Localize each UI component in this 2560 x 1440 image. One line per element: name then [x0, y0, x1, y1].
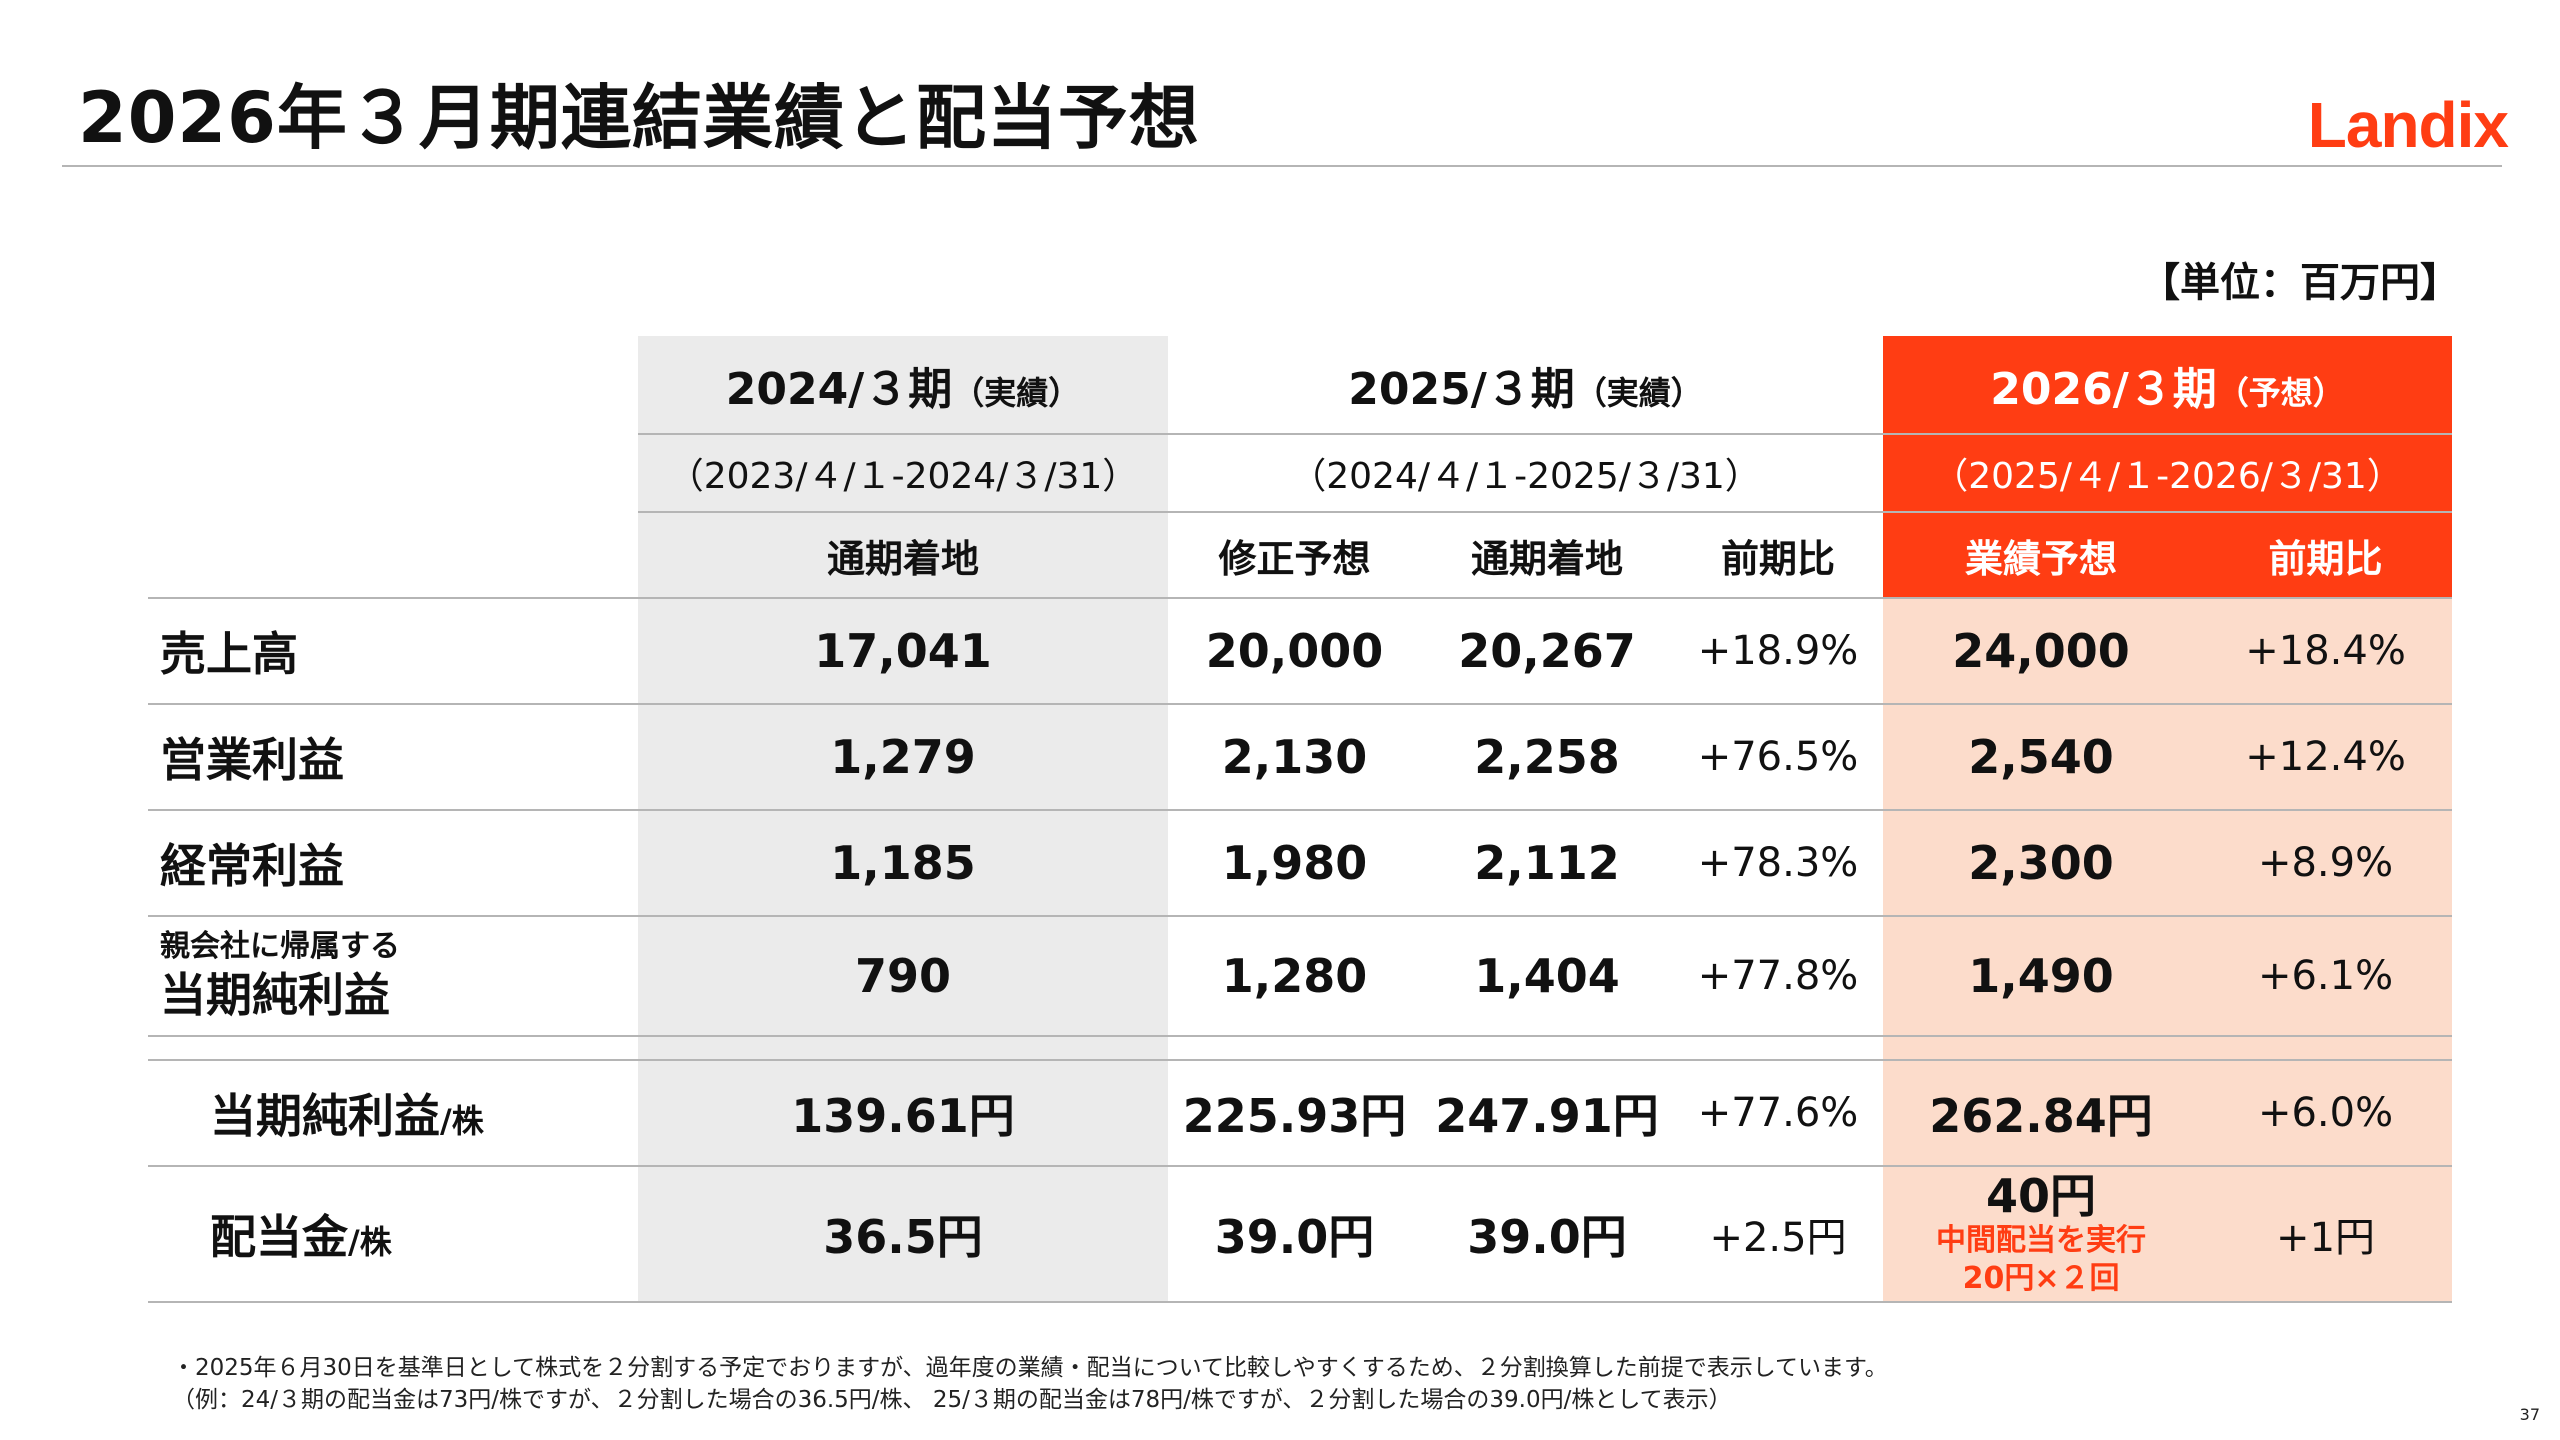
period-header-row: 2024/３期（実績） 2025/３期（実績） 2026/３期（予想）	[148, 336, 2453, 434]
table-row: 配当金/株 36.5円 39.0円 39.0円 +2.5円 40円 中間配当を実…	[148, 1165, 2453, 1303]
period-2024-header: 2024/３期（実績）	[638, 336, 1168, 434]
value-cell: 1,980	[1168, 809, 1421, 916]
row-label: 売上高	[148, 597, 638, 704]
col-header: 業績予想	[1883, 511, 2200, 598]
interim-dividend-detail: 20円×２回	[1962, 1261, 2120, 1296]
col-header: 前期比	[2199, 511, 2453, 598]
value-cell: 1,280	[1168, 915, 1421, 1036]
range-2026: （2025/４/１-2026/３/31）	[1883, 433, 2453, 512]
value-cell: 39.0円	[1168, 1165, 1421, 1303]
table-row: 経常利益 1,185 1,980 2,112 +78.3% 2,300 +8.9…	[148, 809, 2453, 916]
col-header: 通期着地	[638, 511, 1168, 598]
value-cell: 1,490	[1883, 915, 2200, 1036]
value-cell: +78.3%	[1673, 809, 1884, 916]
value-cell: 24,000	[1883, 597, 2200, 704]
value-cell: +8.9%	[2199, 809, 2453, 916]
landix-logo: Landix	[2307, 89, 2509, 161]
value-cell: 2,112	[1421, 809, 1673, 916]
title-divider	[62, 165, 2502, 167]
value-cell: 1,279	[638, 703, 1168, 810]
col-header: 前期比	[1673, 511, 1884, 598]
value-cell: +18.9%	[1673, 597, 1884, 704]
row-label: 当期純利益/株	[148, 1059, 638, 1166]
page-number: 37	[2519, 1405, 2540, 1424]
value-cell: 2,300	[1883, 809, 2200, 916]
value-cell: +6.1%	[2199, 915, 2453, 1036]
range-2025: （2024/４/１-2025/３/31）	[1168, 433, 1884, 512]
value-cell: +2.5円	[1673, 1165, 1884, 1303]
value-cell: 36.5円	[638, 1165, 1168, 1303]
value-cell: 247.91円	[1421, 1059, 1673, 1166]
value-cell: 2,258	[1421, 703, 1673, 810]
value-cell: 1,404	[1421, 915, 1673, 1036]
value-cell: 20,000	[1168, 597, 1421, 704]
col-header: 通期着地	[1421, 511, 1673, 598]
footnote: ・2025年６月30日を基準日として株式を２分割する予定でおりますが、過年度の業…	[172, 1355, 1888, 1381]
value-cell: 17,041	[638, 597, 1168, 704]
page-title: 2026年３月期連結業績と配当予想	[78, 77, 1200, 159]
table-row: 当期純利益/株 139.61円 225.93円 247.91円 +77.6% 2…	[148, 1059, 2453, 1166]
table-row: 親会社に帰属する 当期純利益 790 1,280 1,404 +77.8% 1,…	[148, 915, 2453, 1036]
value-cell: +12.4%	[2199, 703, 2453, 810]
value-cell: 225.93円	[1168, 1059, 1421, 1166]
date-range-row: （2023/４/１-2024/３/31） （2024/４/１-2025/３/31…	[148, 433, 2453, 512]
value-cell: 262.84円	[1883, 1059, 2200, 1166]
value-cell: 2,540	[1883, 703, 2200, 810]
value-cell: +6.0%	[2199, 1059, 2453, 1166]
row-label: 経常利益	[148, 809, 638, 916]
table-row: 営業利益 1,279 2,130 2,258 +76.5% 2,540 +12.…	[148, 703, 2453, 810]
row-label: 営業利益	[148, 703, 638, 810]
footnotes: ・2025年６月30日を基準日として株式を２分割する予定でおりますが、過年度の業…	[172, 1352, 1888, 1416]
value-cell: +77.6%	[1673, 1059, 1884, 1166]
value-cell: 139.61円	[638, 1059, 1168, 1166]
interim-dividend-note: 中間配当を実行	[1936, 1223, 2147, 1258]
range-2024: （2023/４/１-2024/３/31）	[638, 433, 1168, 512]
value-cell: 2,130	[1168, 703, 1421, 810]
row-label: 親会社に帰属する 当期純利益	[148, 915, 638, 1036]
value-cell: 39.0円	[1421, 1165, 1673, 1303]
period-2026-header: 2026/３期（予想）	[1883, 336, 2453, 434]
value-cell: +18.4%	[2199, 597, 2453, 704]
column-header-row: 通期着地 修正予想 通期着地 前期比 業績予想 前期比	[148, 511, 2453, 598]
row-label: 配当金/株	[148, 1165, 638, 1303]
footnote: （例：24/３期の配当金は73円/株ですが、２分割した場合の36.5円/株、 2…	[172, 1387, 1732, 1413]
value-cell: 790	[638, 915, 1168, 1036]
period-2025-header: 2025/３期（実績）	[1348, 363, 1703, 415]
value-cell: +76.5%	[1673, 703, 1884, 810]
unit-label: 【単位：百万円】	[2140, 260, 2460, 306]
table-spacer	[148, 1035, 2453, 1060]
value-cell: 1,185	[638, 809, 1168, 916]
col-header: 修正予想	[1168, 511, 1421, 598]
value-cell: +1円	[2199, 1165, 2453, 1303]
results-table: 2024/３期（実績） 2025/３期（実績） 2026/３期（予想） （202…	[148, 336, 2453, 1303]
table-row: 売上高 17,041 20,000 20,267 +18.9% 24,000 +…	[148, 597, 2453, 704]
value-cell: +77.8%	[1673, 915, 1884, 1036]
corner-cell	[148, 336, 638, 434]
value-cell: 20,267	[1421, 597, 1673, 704]
dividend-forecast-cell: 40円 中間配当を実行 20円×２回	[1883, 1165, 2200, 1303]
